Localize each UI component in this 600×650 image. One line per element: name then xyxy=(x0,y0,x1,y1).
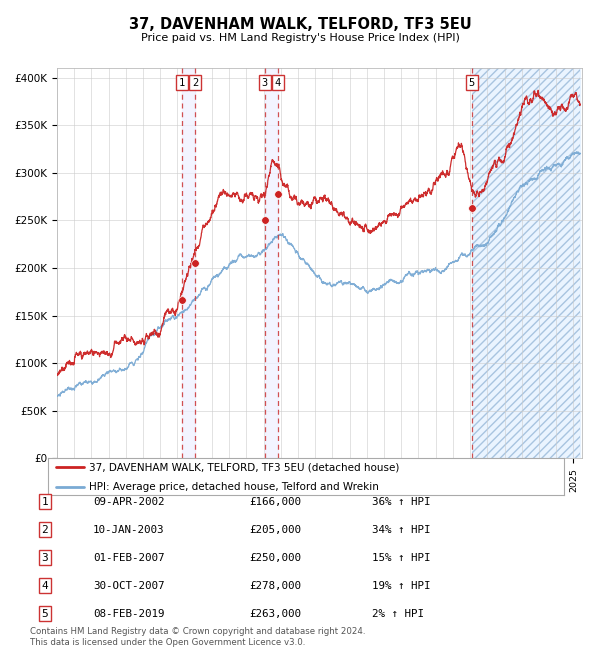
Text: 3: 3 xyxy=(262,77,268,88)
Text: 30-OCT-2007: 30-OCT-2007 xyxy=(93,580,164,591)
Text: 37, DAVENHAM WALK, TELFORD, TF3 5EU (detached house): 37, DAVENHAM WALK, TELFORD, TF3 5EU (det… xyxy=(89,462,400,472)
Text: 09-APR-2002: 09-APR-2002 xyxy=(93,497,164,507)
Text: 36% ↑ HPI: 36% ↑ HPI xyxy=(372,497,431,507)
Bar xyxy=(472,68,580,458)
Text: Contains HM Land Registry data © Crown copyright and database right 2024.: Contains HM Land Registry data © Crown c… xyxy=(30,627,365,636)
Text: 10-JAN-2003: 10-JAN-2003 xyxy=(93,525,164,535)
Text: Price paid vs. HM Land Registry's House Price Index (HPI): Price paid vs. HM Land Registry's House … xyxy=(140,32,460,43)
Text: 34% ↑ HPI: 34% ↑ HPI xyxy=(372,525,431,535)
Text: 01-FEB-2007: 01-FEB-2007 xyxy=(93,552,164,563)
Text: 19% ↑ HPI: 19% ↑ HPI xyxy=(372,580,431,591)
Bar xyxy=(182,68,195,458)
Text: 5: 5 xyxy=(469,77,475,88)
Text: £205,000: £205,000 xyxy=(249,525,301,535)
Text: 5: 5 xyxy=(41,608,49,619)
Text: 2: 2 xyxy=(192,77,199,88)
Text: £166,000: £166,000 xyxy=(249,497,301,507)
Text: 1: 1 xyxy=(179,77,185,88)
Text: £250,000: £250,000 xyxy=(249,552,301,563)
Text: 37, DAVENHAM WALK, TELFORD, TF3 5EU: 37, DAVENHAM WALK, TELFORD, TF3 5EU xyxy=(128,17,472,32)
Text: £263,000: £263,000 xyxy=(249,608,301,619)
Text: 2% ↑ HPI: 2% ↑ HPI xyxy=(372,608,424,619)
Text: 4: 4 xyxy=(275,77,281,88)
Text: 08-FEB-2019: 08-FEB-2019 xyxy=(93,608,164,619)
Text: 4: 4 xyxy=(41,580,49,591)
Bar xyxy=(265,68,278,458)
Text: 15% ↑ HPI: 15% ↑ HPI xyxy=(372,552,431,563)
Text: This data is licensed under the Open Government Licence v3.0.: This data is licensed under the Open Gov… xyxy=(30,638,305,647)
Text: 2: 2 xyxy=(41,525,49,535)
Text: 3: 3 xyxy=(41,552,49,563)
Bar xyxy=(472,68,580,458)
Text: HPI: Average price, detached house, Telford and Wrekin: HPI: Average price, detached house, Telf… xyxy=(89,482,379,492)
Text: £278,000: £278,000 xyxy=(249,580,301,591)
Text: 1: 1 xyxy=(41,497,49,507)
